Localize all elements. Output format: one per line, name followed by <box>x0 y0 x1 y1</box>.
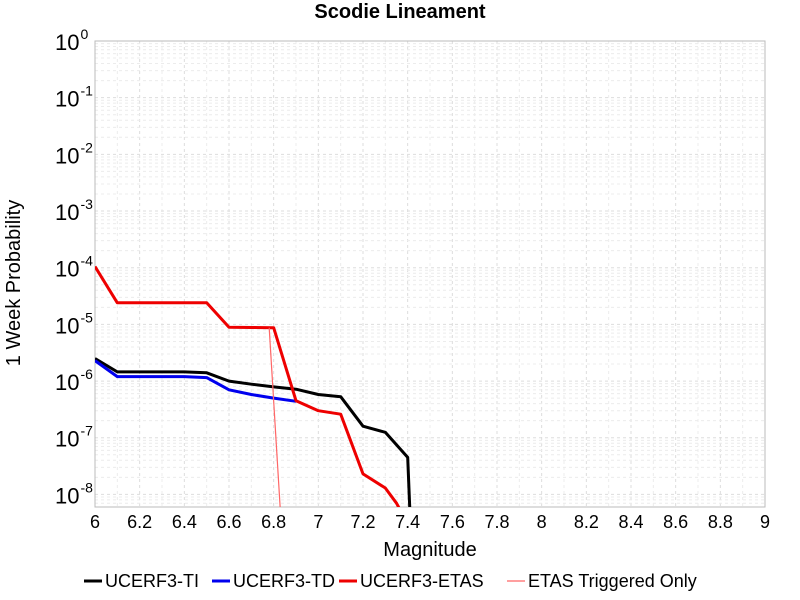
x-axis-label: Magnitude <box>383 539 476 561</box>
legend-label: UCERF3-TD <box>233 571 335 591</box>
x-tick-label: 8 <box>537 512 547 532</box>
y-tick-label: 10-5 <box>55 309 93 338</box>
x-tick-label: 8.8 <box>708 512 733 532</box>
y-axis-label: 1 Week Probability <box>3 200 25 366</box>
series-group <box>95 265 412 507</box>
y-tick-label: 10-6 <box>55 366 93 395</box>
y-tick-label: 10-7 <box>55 423 93 452</box>
y-tick-label: 10-8 <box>55 479 93 508</box>
legend-label: UCERF3-ETAS <box>360 571 484 591</box>
x-tick-label: 7.4 <box>395 512 420 532</box>
x-tick-label: 6.4 <box>172 512 197 532</box>
x-axis-ticks: 6 6.2 6.4 6.6 6.8 7 7.2 7.4 7.6 7.8 8 8.2 8.4 8.6 8.8 9 <box>90 512 770 532</box>
chart-title: Scodie Lineament <box>314 1 485 23</box>
y-tick-label: 10-4 <box>55 253 93 282</box>
x-tick-label: 6.8 <box>261 512 286 532</box>
x-tick-label: 8.2 <box>574 512 599 532</box>
legend-label: ETAS Triggered Only <box>528 571 697 591</box>
x-tick-label: 8.6 <box>663 512 688 532</box>
series-line-4 <box>268 327 281 507</box>
x-tick-label: 7 <box>313 512 323 532</box>
x-tick-label: 7.6 <box>440 512 465 532</box>
x-tick-label: 6.6 <box>216 512 241 532</box>
x-tick-label: 8.4 <box>618 512 643 532</box>
plot-area-border <box>94 40 766 508</box>
legend-label: UCERF3-TI <box>105 571 199 591</box>
x-tick-label: 7.2 <box>350 512 375 532</box>
y-tick-label: 10-2 <box>55 139 93 168</box>
series-line-3 <box>95 265 401 507</box>
x-tick-label: 9 <box>760 512 770 532</box>
y-tick-label: 10-3 <box>55 196 93 225</box>
y-tick-label: 100 <box>55 26 88 55</box>
x-tick-label: 6.2 <box>127 512 152 532</box>
legend: UCERF3-TI UCERF3-TD UCERF3-ETAS ETAS Trigge… <box>84 571 697 591</box>
x-tick-label: 7.8 <box>484 512 509 532</box>
y-axis-ticks: 100 10-1 10-2 10-3 10-4 10-5 10-6 10-7 10-8 <box>55 26 93 508</box>
series-line-2 <box>95 359 297 403</box>
y-tick-label: 10-1 <box>55 83 93 112</box>
series-line-1 <box>95 357 412 507</box>
x-tick-label: 6 <box>90 512 100 532</box>
